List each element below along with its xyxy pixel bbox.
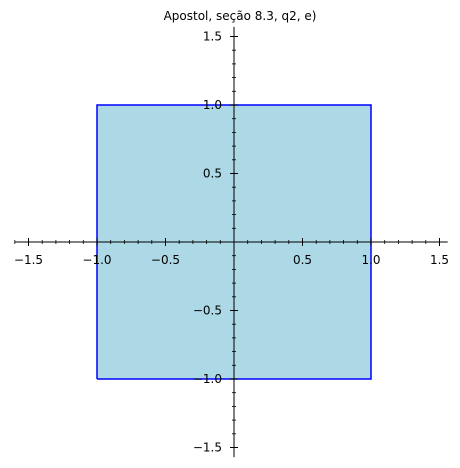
axes-layer: [14, 26, 448, 458]
x-tick-label: −1.5: [14, 253, 43, 267]
minor-ticks: [14, 49, 427, 435]
x-tick-label: −0.5: [151, 253, 180, 267]
y-tick-label: 1.5: [203, 30, 222, 44]
y-tick-label: −0.5: [193, 304, 222, 318]
boundary-line: [96, 104, 372, 380]
x-tick-label: 0.5: [293, 253, 312, 267]
x-tick-label: 1.5: [430, 253, 449, 267]
y-tick-label: −1.5: [193, 441, 222, 455]
chart-title: Apostol, seção 8.3, q2, e): [164, 9, 317, 23]
x-tick-label: 1.0: [361, 253, 380, 267]
y-tick-label: 1.0: [203, 98, 222, 112]
tick-labels: −1.5 −1.0 −0.5 0.5 1.0 1.5 1.5 1.0 0.5 −0.5 −1.0 −1…: [14, 30, 449, 455]
x-tick-label: −1.0: [82, 253, 111, 267]
major-ticks: [28, 36, 440, 448]
y-tick-label: 0.5: [203, 167, 222, 181]
y-tick-label: −1.0: [193, 372, 222, 386]
